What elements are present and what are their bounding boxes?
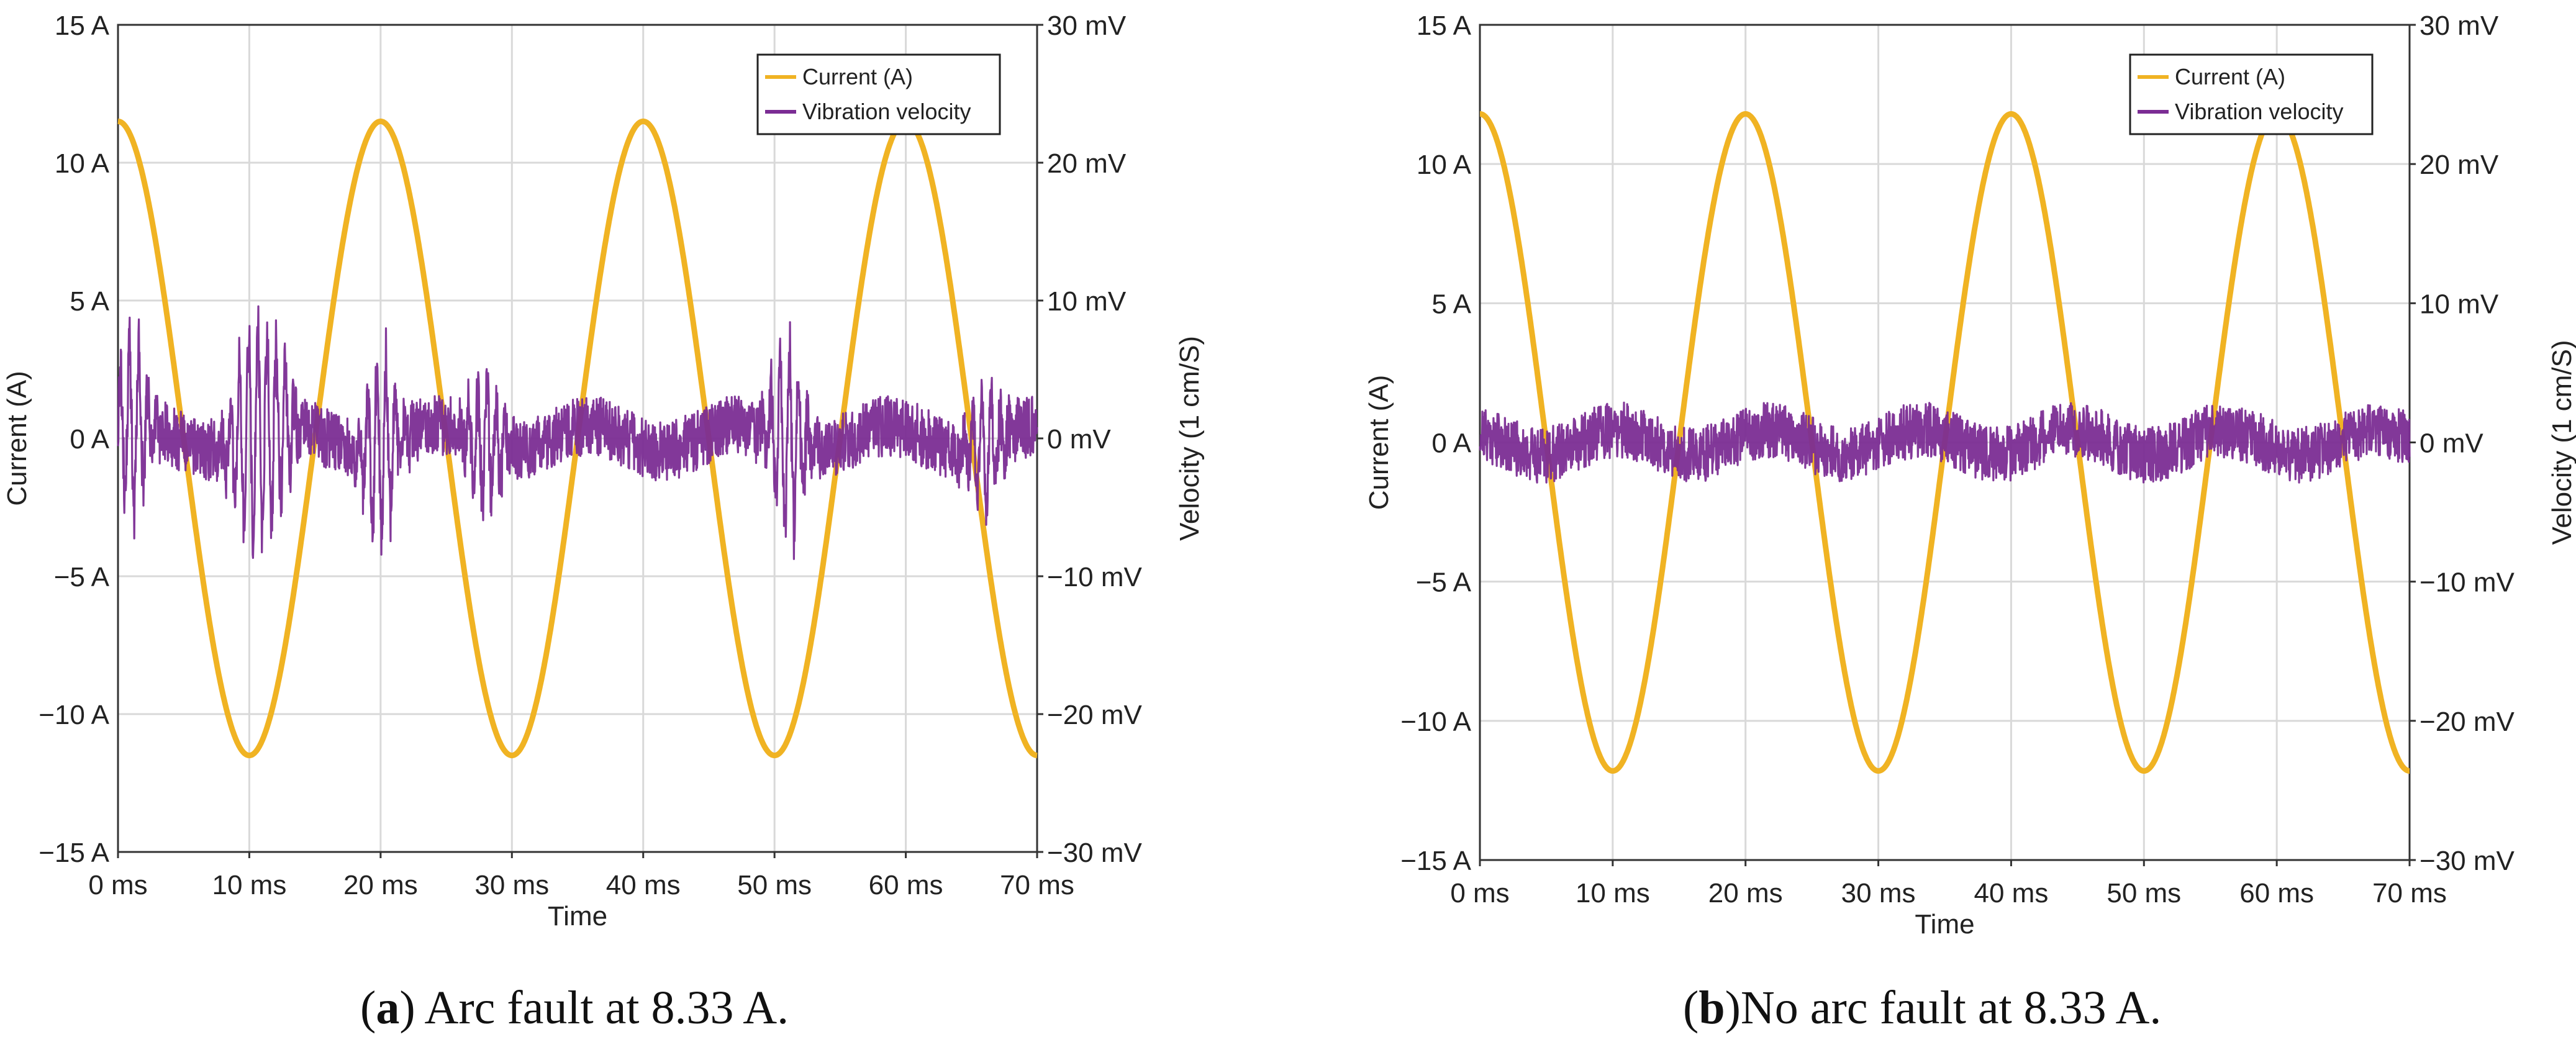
- y-tick-label-b: −10 A: [1400, 707, 1471, 737]
- y2-tick-label-a: 10 mV: [1047, 286, 1127, 317]
- x-axis-title-a: Time: [548, 901, 607, 931]
- y2-tick-label-a: 0 mV: [1047, 424, 1111, 455]
- y2-tick-label-a: −10 mV: [1047, 562, 1143, 592]
- caption-b: (b)No arc fault at 8.33 A.: [1683, 982, 2162, 1034]
- y-tick-label-b: 15 A: [1417, 11, 1472, 41]
- x-tick-label-a: 30 ms: [474, 870, 549, 900]
- legend-a: [756, 53, 1001, 135]
- x-tick-label-a: 70 ms: [1000, 870, 1074, 900]
- y-tick-label-a: −15 A: [39, 838, 109, 868]
- caption-a-letter: a: [376, 982, 400, 1034]
- chart-b: 0 ms 10 ms 20 ms 30 ms 40 ms 50 ms 60 ms 70 ms−…: [1364, 11, 2576, 940]
- caption-a-text: Arc fault at 8.33 A.: [424, 982, 789, 1034]
- y2-tick-label-b: −30 mV: [2420, 846, 2515, 876]
- y-tick-label-a: −10 A: [39, 700, 109, 730]
- y2-tick-label-b: 0 mV: [2420, 428, 2483, 459]
- y-tick-label-a: 15 A: [55, 11, 110, 41]
- legend-label-current-a: Current (A): [802, 64, 913, 89]
- y-tick-label-a: 10 A: [55, 148, 110, 179]
- x-tick-label-a: 50 ms: [737, 870, 812, 900]
- x-tick-label-a: 10 ms: [212, 870, 287, 900]
- x-tick-label-b: 40 ms: [1974, 878, 2049, 908]
- series-vibration-a: [117, 305, 1038, 560]
- y2-tick-label-a: −30 mV: [1047, 838, 1143, 868]
- y-tick-label-b: 0 A: [1431, 428, 1471, 459]
- x-tick-label-b: 50 ms: [2107, 878, 2181, 908]
- y-axis-title-a: Current (A): [2, 371, 32, 506]
- y2-tick-label-a: 30 mV: [1047, 11, 1127, 41]
- x-tick-label-b: 20 ms: [1708, 878, 1783, 908]
- y2-tick-label-b: 10 mV: [2420, 289, 2499, 319]
- chart-a: 0 ms 10 ms 20 ms 30 ms 40 ms 50 ms 60 ms 70 ms−…: [2, 11, 1205, 931]
- y2-tick-label-a: 20 mV: [1047, 148, 1127, 179]
- y2-tick-label-b: −10 mV: [2420, 568, 2515, 598]
- caption-b-text: No arc fault at 8.33 A.: [1740, 982, 2162, 1034]
- legend-label-vibration-a: Vibration velocity: [802, 99, 971, 124]
- y-tick-label-a: 5 A: [70, 286, 109, 317]
- legend-b: [2129, 53, 2374, 135]
- caption-a: (a) Arc fault at 8.33 A.: [360, 982, 789, 1034]
- y2-tick-label-b: 20 mV: [2420, 150, 2499, 180]
- legend-label-vibration-b: Vibration velocity: [2175, 99, 2343, 124]
- y2-tick-label-a: −20 mV: [1047, 700, 1143, 730]
- y-axis-title-b: Current (A): [1364, 375, 1394, 510]
- y2-axis-title-a: Velocity (1 cm/S): [1174, 336, 1205, 541]
- series-vibration-b: [1479, 401, 2411, 484]
- y-tick-label-b: −5 A: [1416, 568, 1472, 598]
- x-tick-label-b: 0 ms: [1450, 878, 1509, 908]
- y2-tick-label-b: 30 mV: [2420, 11, 2499, 41]
- y-tick-label-b: 10 A: [1417, 150, 1472, 180]
- y2-tick-label-b: −20 mV: [2420, 707, 2515, 737]
- x-tick-label-b: 30 ms: [1841, 878, 1916, 908]
- legend-label-current-b: Current (A): [2175, 64, 2285, 89]
- caption-b-letter: b: [1698, 982, 1725, 1034]
- x-tick-label-b: 70 ms: [2372, 878, 2447, 908]
- y-tick-label-b: 5 A: [1431, 289, 1471, 319]
- x-tick-label-b: 60 ms: [2239, 878, 2314, 908]
- y-tick-label-a: −5 A: [54, 562, 110, 592]
- x-axis-title-b: Time: [1915, 909, 1974, 940]
- y-tick-label-b: −15 A: [1400, 846, 1471, 876]
- x-tick-label-a: 20 ms: [343, 870, 418, 900]
- x-tick-label-a: 40 ms: [606, 870, 681, 900]
- y2-axis-title-b: Velocity (1 cm/S): [2547, 340, 2576, 545]
- x-tick-label-a: 0 ms: [88, 870, 147, 900]
- x-tick-label-b: 10 ms: [1576, 878, 1650, 908]
- y-tick-label-a: 0 A: [70, 424, 109, 455]
- x-tick-label-a: 60 ms: [869, 870, 943, 900]
